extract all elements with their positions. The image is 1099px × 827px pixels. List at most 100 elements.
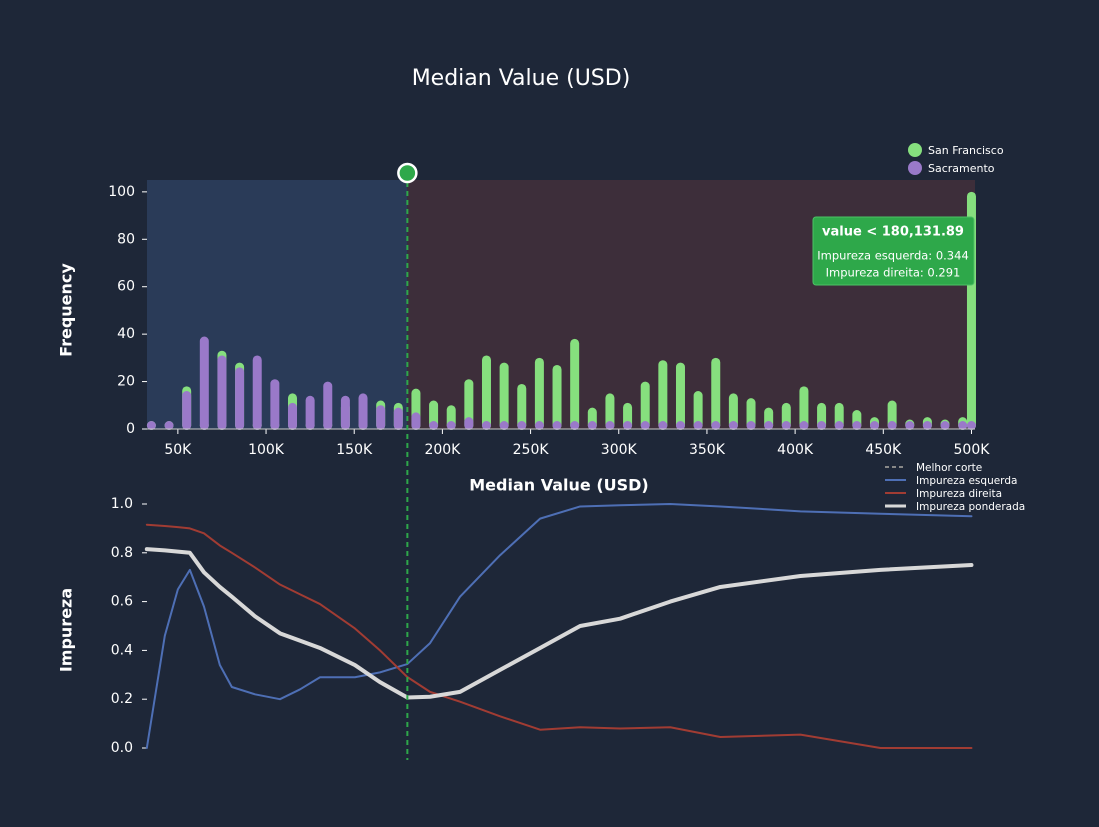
legend-label: Impureza esquerda: [916, 475, 1017, 487]
bar: [958, 421, 968, 430]
bar: [464, 379, 474, 430]
bar: [658, 421, 668, 430]
bar: [270, 379, 280, 430]
legend-marker: [908, 161, 922, 175]
bar: [146, 421, 156, 430]
bar: [781, 421, 791, 430]
bar: [675, 362, 685, 430]
legend-label: San Francisco: [928, 144, 1004, 157]
bar: [517, 383, 527, 430]
x-tick-label: 350K: [689, 442, 726, 458]
y-tick-label: 0.4: [111, 642, 133, 658]
bar: [252, 355, 262, 430]
bar: [746, 421, 756, 430]
bar: [605, 421, 615, 430]
y-tick-label: 0.0: [111, 740, 133, 756]
bar: [235, 367, 245, 430]
legend-marker: [908, 143, 922, 157]
bar: [411, 412, 421, 430]
bar: [711, 421, 721, 430]
line: [145, 503, 973, 749]
bar: [570, 338, 580, 430]
bar: [640, 381, 650, 430]
y-tick-label: 80: [117, 231, 135, 247]
bar: [658, 360, 668, 430]
bar: [393, 407, 403, 430]
tooltip-line: Impureza esquerda: 0.344: [817, 249, 969, 263]
bar: [464, 417, 474, 430]
tooltip-box: [812, 216, 975, 286]
bar: [358, 393, 368, 430]
bar: [376, 405, 386, 430]
bar: [640, 421, 650, 430]
bar: [764, 421, 774, 430]
bar: [817, 421, 827, 430]
bar: [693, 391, 703, 430]
bar: [481, 355, 491, 430]
bar: [340, 395, 350, 430]
bar: [940, 421, 950, 430]
y-axis-label: Frequency: [57, 263, 76, 357]
bar: [199, 336, 209, 430]
x-tick-label: 500K: [954, 442, 991, 458]
bar: [887, 421, 897, 430]
x-tick-label: 150K: [336, 442, 373, 458]
legend-label: Melhor corte: [916, 462, 982, 474]
split-handle: [397, 162, 418, 184]
y-tick-label: 0.2: [111, 691, 133, 707]
bar: [499, 362, 509, 430]
bar: [905, 421, 915, 430]
chart-title: Median Value (USD): [412, 66, 631, 91]
bar: [517, 421, 527, 430]
bar: [446, 421, 456, 430]
bar: [164, 421, 174, 430]
bar: [869, 421, 879, 430]
bar: [728, 421, 738, 430]
bar: [852, 421, 862, 430]
x-tick-label: 450K: [865, 442, 902, 458]
y-tick-label: 0: [126, 421, 135, 437]
y-axis-label: Impureza: [57, 588, 76, 672]
bar: [305, 395, 315, 430]
line: [144, 547, 974, 700]
line: [145, 523, 973, 749]
x-tick-label: 250K: [513, 442, 550, 458]
bar: [481, 421, 491, 430]
bar: [587, 421, 597, 430]
x-tick-label: 300K: [601, 442, 638, 458]
legend-label: Impureza ponderada: [916, 501, 1025, 513]
y-tick-label: 0.8: [111, 545, 133, 561]
bar: [217, 355, 227, 430]
bar: [834, 421, 844, 430]
legend-label: Sacramento: [928, 162, 995, 175]
bar: [552, 421, 562, 430]
x-axis-label: Median Value (USD): [469, 476, 649, 495]
x-tick-label: 100K: [248, 442, 285, 458]
y-tick-label: 40: [117, 326, 135, 342]
bar: [182, 391, 192, 430]
bar: [623, 421, 633, 430]
x-tick-label: 400K: [777, 442, 814, 458]
bar: [323, 381, 333, 430]
bar: [922, 421, 932, 430]
x-tick-label: 200K: [424, 442, 461, 458]
bar: [799, 386, 809, 430]
tooltip-line: Impureza direita: 0.291: [826, 266, 961, 280]
bar: [552, 364, 562, 430]
bar: [966, 421, 976, 430]
bar: [429, 421, 439, 430]
y-tick-label: 60: [117, 279, 135, 295]
y-tick-label: 0.6: [111, 594, 133, 610]
bar: [499, 421, 509, 430]
y-tick-label: 1.0: [111, 496, 133, 512]
bar: [693, 421, 703, 430]
bar: [605, 393, 615, 430]
y-tick-label: 100: [108, 184, 135, 200]
legend-label: Impureza direita: [916, 488, 1002, 500]
bar: [675, 421, 685, 430]
bar: [534, 357, 544, 430]
tooltip-title: value < 180,131.89: [822, 225, 964, 240]
bar: [711, 357, 721, 430]
bar: [534, 421, 544, 430]
